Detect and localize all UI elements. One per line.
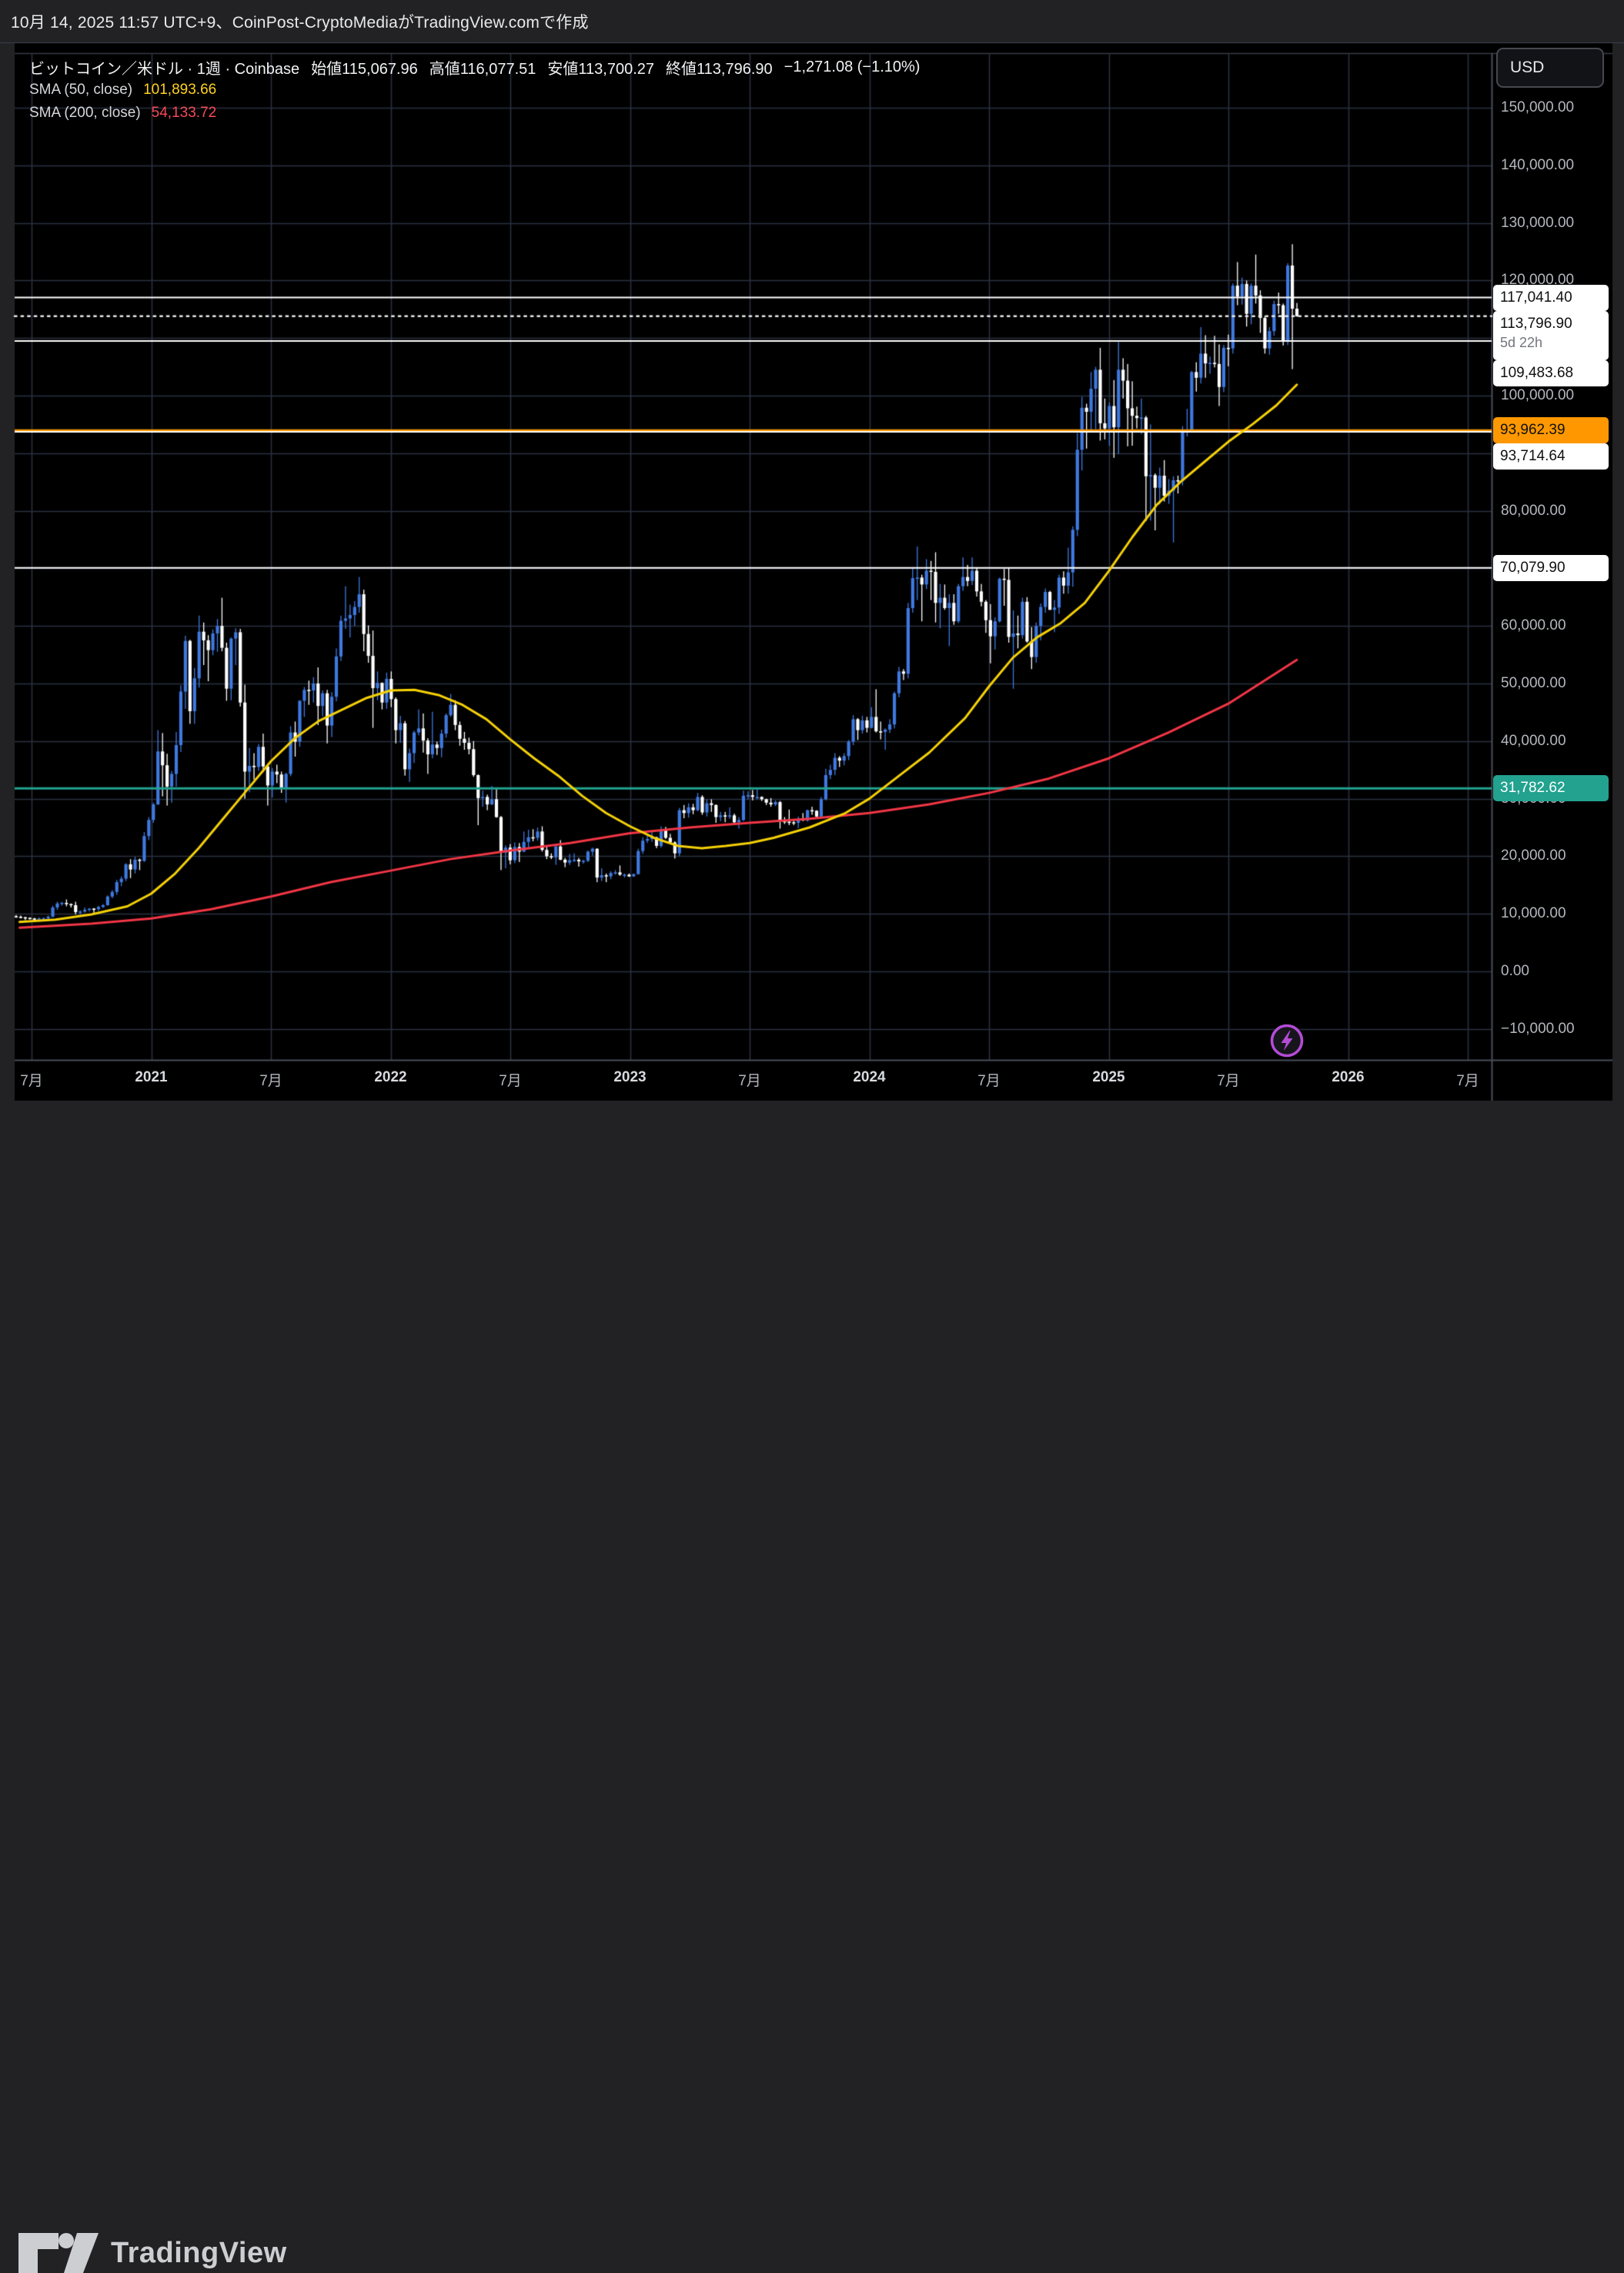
low-value: 113,700.27	[578, 60, 655, 78]
price-level-label: 31,782.62	[1493, 775, 1609, 802]
x-axis-tick: 2025	[1092, 1069, 1125, 1085]
sma200-label: SMA (200, close)	[29, 105, 141, 121]
sma50-value: 101,893.66	[143, 82, 217, 98]
legend-sma200-row[interactable]: SMA (200, close) 54,133.72	[29, 102, 920, 125]
currency-toggle-button[interactable]: USD	[1496, 48, 1604, 88]
close-label: 終値	[666, 60, 697, 78]
x-axis-tick: 2024	[853, 1069, 886, 1085]
x-axis-tick: 7月	[1456, 1073, 1479, 1089]
legend-sma50-row[interactable]: SMA (50, close) 101,893.66	[29, 79, 920, 102]
y-axis-tick: 60,000.00	[1501, 617, 1566, 634]
y-axis-tick: 150,000.00	[1501, 99, 1575, 115]
lightning-flash-icon[interactable]	[1268, 1022, 1305, 1059]
x-axis-tick: 2026	[1332, 1069, 1365, 1085]
sma200-value: 54,133.72	[151, 105, 217, 121]
y-axis-tick: 140,000.00	[1501, 156, 1575, 173]
price-chart-canvas[interactable]	[0, 0, 1624, 1195]
price-level-value: 31,782.62	[1500, 780, 1566, 797]
tradingview-logo[interactable]: TradingView	[18, 2233, 287, 2273]
close-value: 113,796.90	[697, 60, 773, 78]
x-axis-tick: 2023	[613, 1069, 647, 1085]
change-value: −1,271.08 (−1.10%)	[784, 58, 921, 75]
bar-countdown: 5d 22h	[1500, 334, 1543, 350]
chart-legend: ビットコイン／米ドル · 1週 · Coinbase 始値115,067.96 …	[29, 55, 920, 125]
y-axis-tick: 50,000.00	[1501, 675, 1566, 691]
price-level-label: 70,079.90	[1493, 554, 1609, 581]
y-axis-tick: 0.00	[1501, 963, 1529, 979]
low-label: 安値	[547, 60, 579, 78]
tradingview-logo-text: TradingView	[111, 2236, 287, 2269]
y-axis-tick: 120,000.00	[1501, 272, 1575, 289]
y-axis-tick: 10,000.00	[1501, 905, 1566, 922]
high-label: 高値	[429, 60, 460, 78]
price-level-label: 93,714.64	[1493, 443, 1609, 470]
legend-symbol-row[interactable]: ビットコイン／米ドル · 1週 · Coinbase 始値115,067.96 …	[29, 55, 920, 79]
price-level-label: 93,962.39	[1493, 417, 1609, 444]
x-axis-tick: 2021	[135, 1069, 168, 1085]
y-axis-tick: 80,000.00	[1501, 502, 1566, 519]
sma50-label: SMA (50, close)	[29, 82, 133, 98]
open-value: 115,067.96	[342, 60, 418, 78]
x-axis-tick: 7月	[20, 1073, 43, 1089]
tradingview-logo-icon	[18, 2233, 99, 2273]
price-level-label: 117,041.40	[1493, 284, 1609, 311]
footer-bar: TradingView	[0, 1101, 1624, 2273]
price-level-value: 117,041.40	[1500, 289, 1572, 306]
attribution-text: 10月 14, 2025 11:57 UTC+9、CoinPost-Crypto…	[11, 13, 589, 32]
x-axis-tick: 7月	[977, 1073, 1001, 1089]
y-axis-tick: 130,000.00	[1501, 214, 1575, 231]
price-level-label: 113,796.90 5d 22h	[1493, 310, 1609, 360]
x-axis-tick: 7月	[259, 1073, 282, 1089]
y-axis-tick: −10,000.00	[1501, 1020, 1575, 1037]
price-level-value: 113,796.90	[1500, 315, 1572, 332]
y-axis-tick: 20,000.00	[1501, 847, 1566, 864]
x-axis-tick: 7月	[738, 1073, 761, 1089]
price-level-value: 93,962.39	[1500, 422, 1566, 439]
price-level-value: 109,483.68	[1500, 364, 1574, 381]
x-axis-tick: 7月	[499, 1073, 522, 1089]
x-axis-tick: 2022	[374, 1069, 407, 1085]
price-level-value: 70,079.90	[1500, 559, 1566, 576]
high-value: 116,077.51	[459, 60, 536, 78]
y-axis-tick: 40,000.00	[1501, 732, 1566, 749]
open-label: 始値	[311, 60, 343, 78]
symbol-title: ビットコイン／米ドル · 1週 · Coinbase	[29, 60, 300, 78]
y-axis-tick: 100,000.00	[1501, 387, 1575, 403]
price-level-label: 109,483.68	[1493, 359, 1609, 386]
attribution-bar: 10月 14, 2025 11:57 UTC+9、CoinPost-Crypto…	[0, 0, 1624, 43]
x-axis-tick: 7月	[1217, 1073, 1240, 1089]
price-level-value: 93,714.64	[1500, 448, 1566, 465]
